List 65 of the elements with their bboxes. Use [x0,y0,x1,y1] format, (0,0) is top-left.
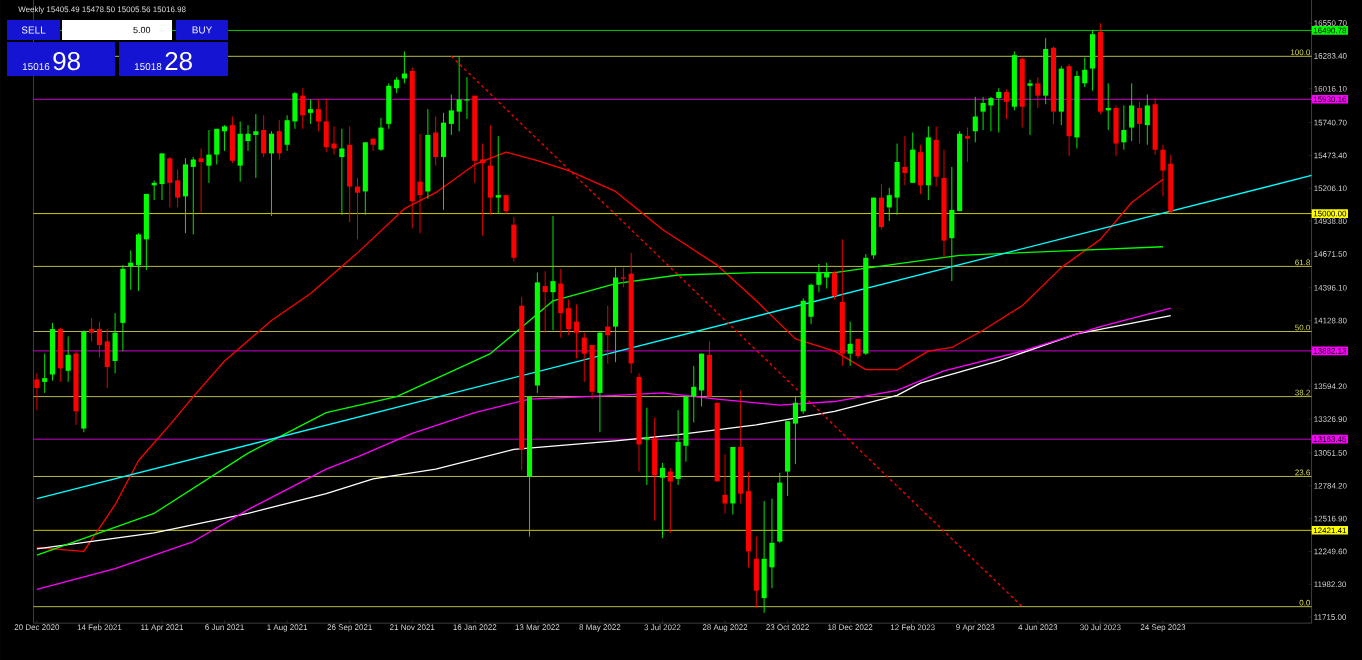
candlestick [42,353,48,394]
annotation: 28 [165,51,192,71]
candlestick [276,119,282,160]
candlestick [644,407,650,486]
candlestick [566,299,572,336]
candlestick [620,267,626,288]
candlestick [722,453,728,514]
candlestick [573,304,580,359]
candlestick [464,76,470,120]
candlestick [581,332,587,383]
candlestick [1136,101,1143,144]
candlestick [378,117,384,152]
candlestick [268,130,275,217]
candlestick [456,55,462,132]
candlestick [354,177,361,240]
annotation: SELL [21,26,46,34]
candlestick [1027,79,1033,136]
candlestick [831,270,838,301]
candlestick [308,98,314,125]
annotation: 15018 [134,63,162,71]
candlestick [980,96,986,131]
candlestick [370,138,376,152]
candlestick [448,93,454,136]
candlestick [902,135,908,186]
candlestick [886,187,892,222]
candlestick [1129,82,1135,142]
candlestick [847,321,853,367]
candlestick [245,124,251,152]
candlestick [221,124,228,152]
candlestick [315,98,321,132]
candlestick [972,96,978,143]
candlestick [198,148,204,213]
candlestick [1035,76,1041,109]
annotation: 98 [53,51,80,71]
candlestick [89,317,95,342]
candlestick [988,96,994,132]
candlestick [339,128,345,216]
annotation: 15016 [22,63,50,71]
candlestick [816,263,822,293]
candlestick [96,321,103,358]
candlestick [1144,93,1150,146]
annotation: BUY [192,26,213,34]
candlestick [206,129,212,184]
line-series [36,314,1172,550]
candlestick [1121,105,1127,151]
candlestick [964,127,971,163]
candlestick [542,270,548,334]
candlestick [261,114,267,158]
candlestick [300,87,306,130]
candlestick [605,305,611,364]
candlestick [1003,89,1010,120]
candlestick [331,125,337,156]
candlestick [996,87,1002,133]
candlestick [1082,57,1088,88]
candlestick [659,462,666,539]
annotation: 5.00 [133,26,151,34]
candlestick [65,335,71,383]
candlestick [503,194,509,215]
candlestick [190,156,196,235]
candlestick [175,168,181,208]
candlestick [253,113,259,179]
candlestick [792,396,798,465]
candlestick [495,135,501,215]
candlestick [34,372,40,411]
candlestick [691,365,697,423]
